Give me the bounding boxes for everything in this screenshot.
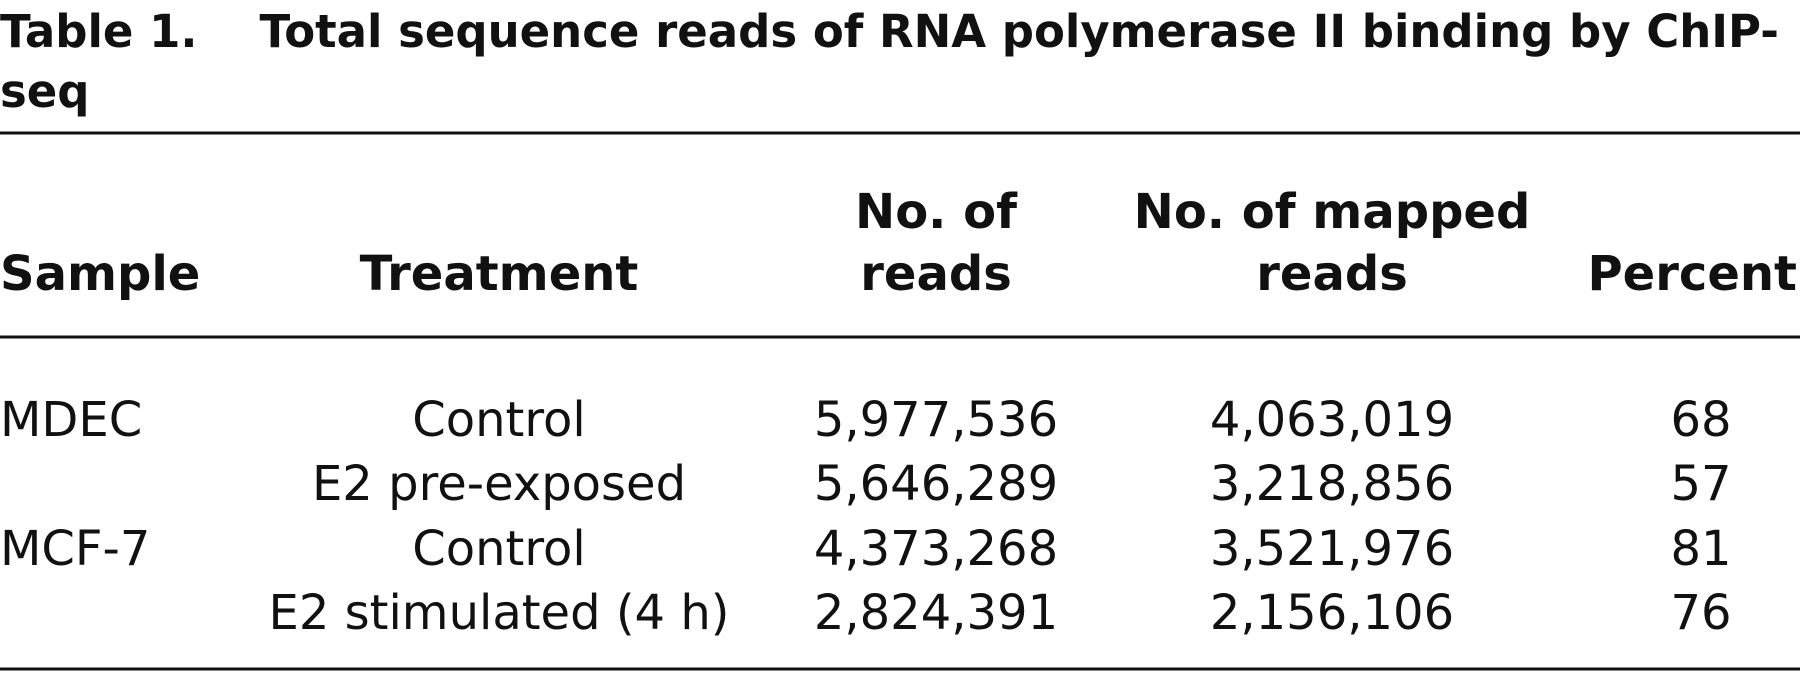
- header-cell: Treatment: [360, 246, 639, 302]
- cell: 81: [1670, 521, 1731, 577]
- cell: Control: [412, 521, 586, 577]
- cell: 5,646,289: [814, 456, 1058, 512]
- title-text: Total sequence reads of RNA polymerase I…: [0, 5, 1779, 118]
- cell: Control: [412, 392, 586, 448]
- cell: E2 stimulated (4 h): [269, 585, 730, 641]
- cell: 5,977,536: [814, 392, 1058, 448]
- table-title: Table 1. Total sequence reads of RNA poly…: [0, 2, 1795, 122]
- header-cell: Sample: [0, 246, 200, 302]
- header-cell: No. of: [855, 184, 1018, 240]
- cell: E2 pre-exposed: [312, 456, 686, 512]
- cell: 57: [1670, 456, 1731, 512]
- table-label: Table 1.: [0, 5, 198, 58]
- header-cell: Percent: [1587, 246, 1797, 302]
- cell: 76: [1670, 585, 1731, 641]
- cell: 3,521,976: [1210, 521, 1454, 577]
- cell: 2,156,106: [1210, 585, 1454, 641]
- cell: 3,218,856: [1210, 456, 1454, 512]
- header-cell: reads: [860, 246, 1012, 302]
- header-cell: reads: [1256, 246, 1408, 302]
- cell: MCF-7: [0, 521, 150, 577]
- header-cell: No. of mapped: [1134, 184, 1531, 240]
- cell: 2,824,391: [814, 585, 1058, 641]
- cell: 4,373,268: [814, 521, 1058, 577]
- cell: MDEC: [0, 392, 142, 448]
- cell: 4,063,019: [1210, 392, 1454, 448]
- cell: 68: [1670, 392, 1731, 448]
